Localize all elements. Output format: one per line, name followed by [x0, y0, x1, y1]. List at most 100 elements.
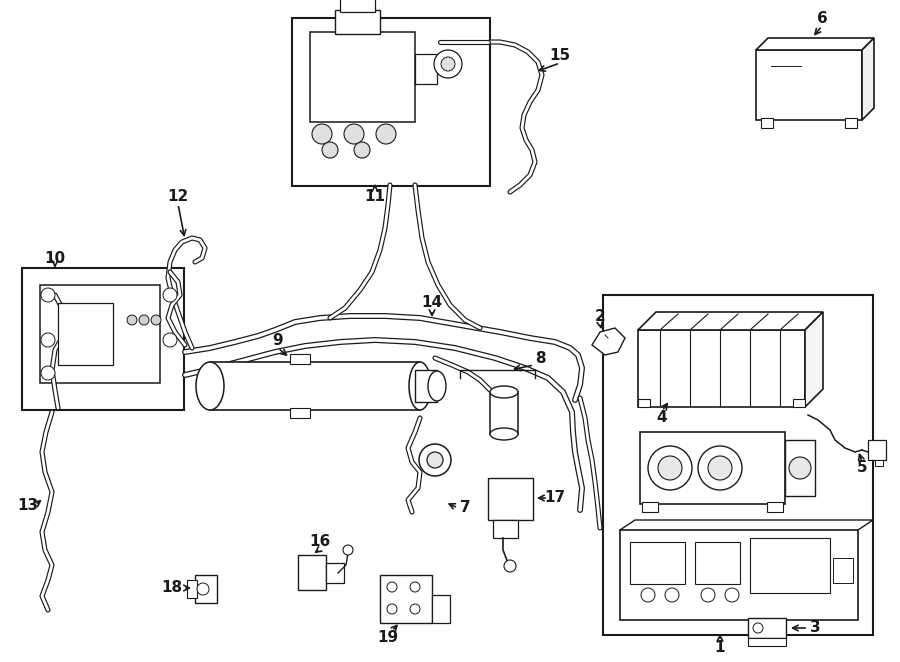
Bar: [290, 408, 310, 418]
Circle shape: [753, 623, 763, 633]
Text: 1: 1: [715, 641, 725, 655]
Circle shape: [665, 588, 679, 602]
Bar: [638, 399, 650, 407]
Bar: [290, 354, 310, 364]
Circle shape: [343, 545, 353, 555]
Ellipse shape: [196, 362, 224, 410]
Text: 12: 12: [167, 189, 189, 203]
Bar: [750, 538, 830, 593]
Circle shape: [41, 366, 55, 380]
Circle shape: [163, 333, 177, 347]
Bar: [761, 118, 773, 128]
Text: 5: 5: [857, 461, 868, 475]
Circle shape: [312, 124, 332, 144]
Circle shape: [410, 604, 420, 614]
Circle shape: [344, 124, 364, 144]
Bar: [415, 370, 437, 402]
Text: 7: 7: [460, 500, 471, 516]
Circle shape: [197, 583, 209, 595]
Bar: [40, 285, 160, 383]
Bar: [748, 638, 786, 646]
Text: 9: 9: [273, 332, 284, 348]
Bar: [785, 440, 815, 496]
Bar: [340, 0, 375, 12]
Bar: [187, 580, 197, 598]
Bar: [833, 558, 853, 583]
Bar: [793, 399, 805, 407]
Text: 16: 16: [310, 534, 330, 549]
Bar: [432, 595, 450, 623]
Text: 15: 15: [549, 48, 571, 62]
Bar: [845, 118, 857, 128]
Text: 6: 6: [816, 11, 827, 26]
Polygon shape: [638, 312, 823, 330]
Bar: [875, 460, 883, 466]
Circle shape: [698, 446, 742, 490]
Bar: [298, 555, 326, 590]
Circle shape: [322, 142, 338, 158]
Bar: [638, 330, 805, 407]
Ellipse shape: [428, 371, 446, 401]
Circle shape: [725, 588, 739, 602]
Circle shape: [41, 333, 55, 347]
Ellipse shape: [490, 386, 518, 398]
Bar: [630, 542, 685, 584]
Text: 3: 3: [810, 620, 820, 636]
Circle shape: [641, 588, 655, 602]
Bar: [210, 362, 420, 410]
Circle shape: [441, 57, 455, 71]
Circle shape: [387, 582, 397, 592]
Bar: [488, 478, 533, 520]
Circle shape: [139, 315, 149, 325]
Circle shape: [354, 142, 370, 158]
Bar: [58, 303, 113, 365]
Circle shape: [41, 288, 55, 302]
Circle shape: [434, 50, 462, 78]
Circle shape: [789, 457, 811, 479]
Circle shape: [658, 456, 682, 480]
Circle shape: [419, 444, 451, 476]
Bar: [868, 440, 886, 460]
Circle shape: [648, 446, 692, 490]
Text: 13: 13: [17, 498, 39, 512]
Text: 14: 14: [421, 295, 443, 310]
Circle shape: [387, 604, 397, 614]
Ellipse shape: [409, 362, 431, 410]
Polygon shape: [862, 38, 874, 120]
Text: 2: 2: [595, 308, 606, 324]
Bar: [493, 520, 518, 538]
Bar: [695, 542, 740, 584]
Bar: [490, 392, 518, 434]
Circle shape: [708, 456, 732, 480]
Bar: [195, 575, 217, 603]
Bar: [292, 18, 490, 186]
Text: 8: 8: [535, 350, 545, 365]
Text: 19: 19: [377, 630, 399, 645]
Circle shape: [427, 452, 443, 468]
Bar: [380, 575, 432, 623]
Bar: [620, 530, 858, 620]
Bar: [22, 268, 184, 410]
Bar: [767, 502, 783, 512]
Text: 17: 17: [544, 491, 565, 506]
Polygon shape: [592, 328, 625, 355]
Bar: [603, 295, 873, 635]
Circle shape: [504, 560, 516, 572]
Polygon shape: [756, 38, 874, 50]
Bar: [335, 10, 380, 34]
Bar: [326, 563, 344, 583]
Bar: [756, 50, 862, 120]
Bar: [748, 618, 786, 638]
Circle shape: [701, 588, 715, 602]
Circle shape: [163, 288, 177, 302]
Circle shape: [127, 315, 137, 325]
Ellipse shape: [490, 428, 518, 440]
Bar: [415, 54, 437, 84]
Bar: [640, 432, 785, 504]
Circle shape: [410, 582, 420, 592]
Text: 11: 11: [364, 189, 385, 203]
Bar: [642, 502, 658, 512]
Text: 18: 18: [161, 581, 183, 596]
Text: 4: 4: [657, 410, 667, 426]
Text: 10: 10: [44, 250, 66, 265]
